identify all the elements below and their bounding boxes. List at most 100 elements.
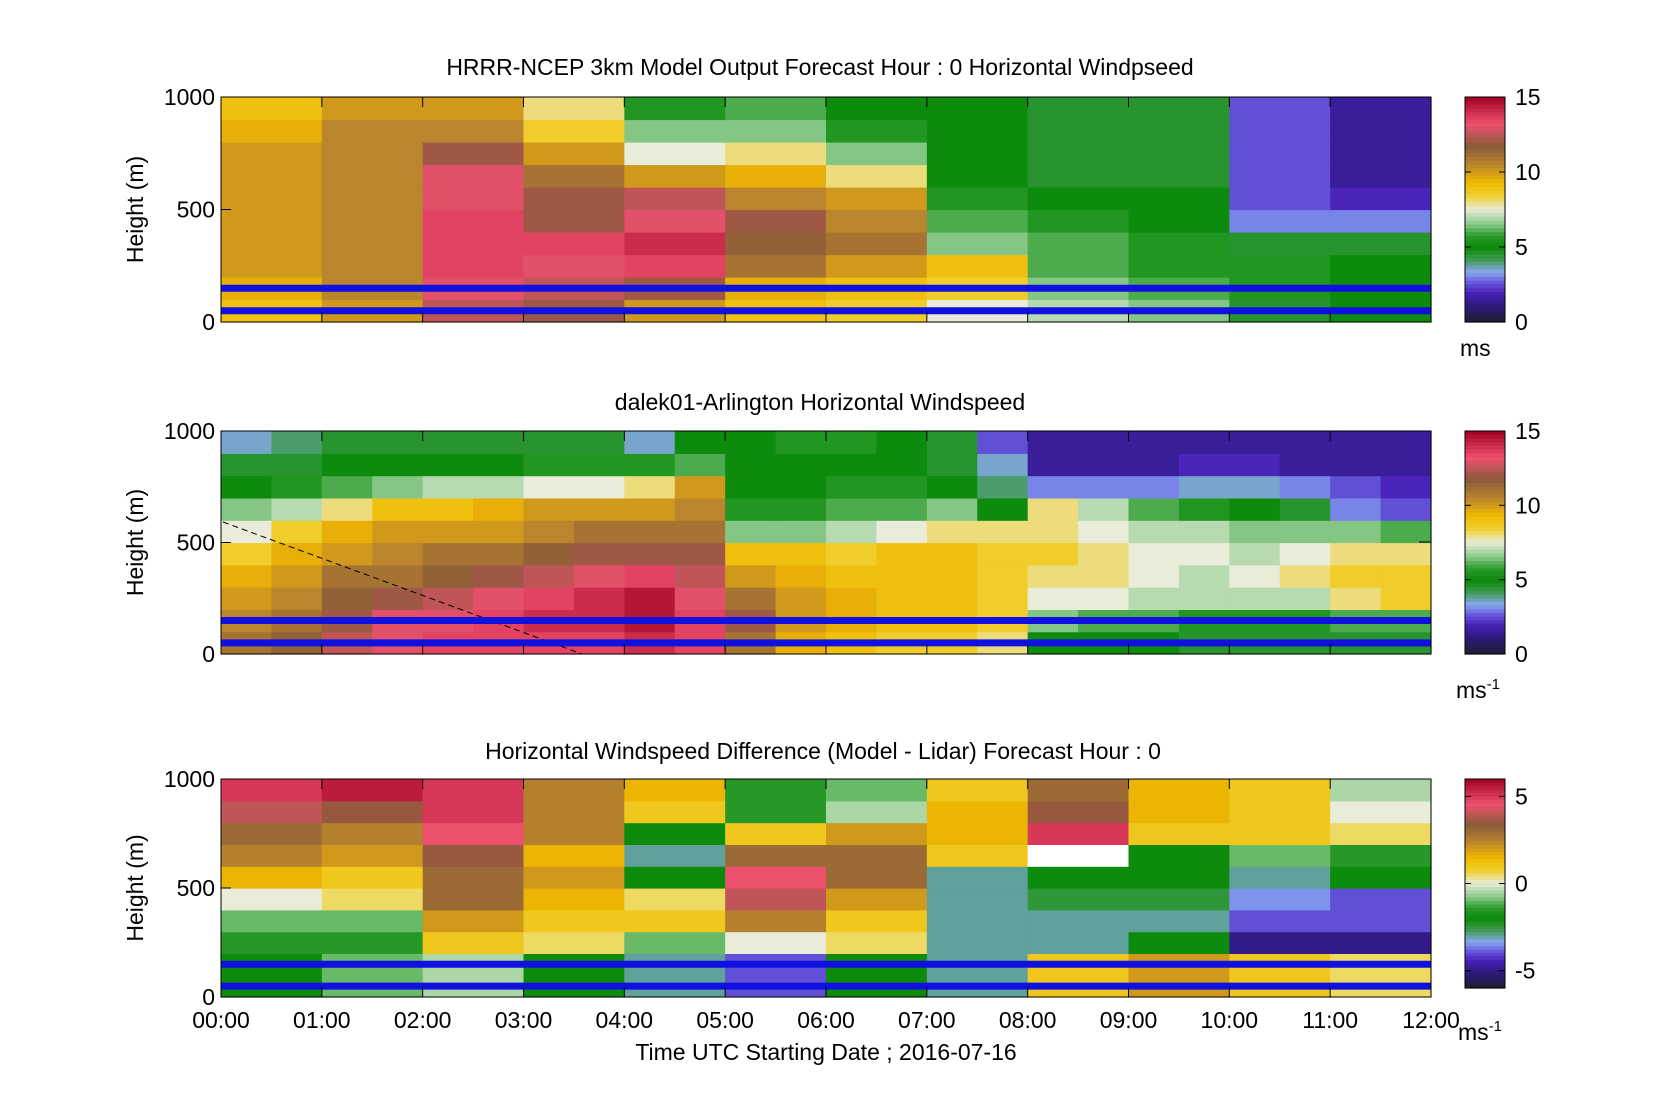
heatmap-cell	[523, 909, 625, 933]
heatmap-cell	[1178, 520, 1230, 544]
heatmap-cell	[977, 453, 1029, 477]
panel-model-ylabel: Height (m)	[122, 156, 148, 263]
heatmap-cell	[1229, 453, 1281, 477]
heatmap-cell	[1330, 187, 1432, 211]
colorbar-segment	[1465, 561, 1505, 566]
heatmap-cell	[422, 909, 525, 933]
heatmap-cell	[977, 520, 1029, 544]
heatmap-cell	[221, 800, 323, 824]
heatmap-cell	[422, 97, 525, 121]
colorbar-segment	[1465, 605, 1505, 610]
colorbar-tick-label: 5	[1515, 567, 1528, 593]
heatmap-cell	[826, 542, 878, 566]
heatmap-cell	[1178, 453, 1230, 477]
heatmap-cell	[523, 844, 625, 867]
heatmap-cell	[321, 232, 424, 256]
colorbar-segment	[1465, 949, 1505, 954]
colorbar-segment	[1465, 914, 1505, 919]
heatmap-cell	[523, 520, 575, 544]
heatmap-cell	[1027, 97, 1130, 121]
heatmap-cell	[725, 254, 827, 278]
colorbar-segment	[1465, 531, 1505, 536]
heatmap-cell	[1330, 232, 1432, 256]
panel-difference-title: Horizontal Windspeed Difference (Model -…	[485, 738, 1161, 764]
heatmap-cell	[1128, 97, 1230, 121]
colorbar-segment	[1465, 127, 1505, 132]
colorbar-segment	[1465, 897, 1505, 902]
heatmap-cell	[826, 779, 928, 802]
heatmap-cell	[573, 587, 625, 610]
heatmap-cell	[372, 431, 424, 454]
colorbar-segment	[1465, 782, 1505, 787]
heatmap-cell	[1128, 254, 1230, 278]
heatmap-cell	[624, 431, 676, 454]
heatmap-cell	[926, 800, 1029, 824]
colorbar-tick-label: 0	[1515, 871, 1528, 897]
heatmap-cell	[1027, 800, 1130, 824]
colorbar-segment	[1465, 650, 1505, 655]
colorbar-segment	[1465, 601, 1505, 607]
heatmap-cell	[221, 542, 273, 566]
colorbar-tick-label: 0	[1515, 641, 1528, 667]
colorbar-segment	[1465, 187, 1505, 192]
x-tick-label: 01:00	[293, 1007, 351, 1033]
heatmap-cell	[221, 909, 323, 933]
heatmap-cell	[674, 431, 726, 454]
heatmap-cell	[926, 564, 978, 588]
colorbar-segment	[1465, 104, 1505, 109]
colorbar-segment	[1465, 224, 1505, 229]
colorbar-tick-label: -5	[1515, 958, 1535, 984]
colorbar-segment	[1465, 254, 1505, 259]
heatmap-cell	[1128, 866, 1230, 889]
heatmap-cell	[422, 888, 525, 911]
heatmap-cell	[221, 209, 323, 233]
heatmap-cell	[926, 587, 978, 610]
heatmap-cell	[271, 497, 323, 521]
heatmap-cell	[1330, 142, 1432, 166]
heatmap-cell	[523, 97, 625, 121]
heatmap-cell	[876, 587, 928, 610]
heatmap-cell	[1229, 564, 1281, 588]
heatmap-cell	[1229, 254, 1331, 278]
colorbar-segment	[1465, 134, 1505, 139]
x-tick-label: 07:00	[898, 1007, 956, 1033]
colorbar-segment	[1465, 243, 1505, 248]
colorbar-segment	[1465, 609, 1505, 614]
heatmap-cell	[1178, 564, 1230, 588]
colorbar-segment	[1465, 97, 1505, 102]
colorbar-segment	[1465, 209, 1505, 214]
heatmap-cell	[826, 232, 928, 256]
x-axis-label: Time UTC Starting Date ; 2016-07-16	[635, 1039, 1016, 1065]
heatmap-cell	[1027, 822, 1130, 845]
heatmap-cell	[1229, 542, 1281, 566]
heatmap-cell	[1330, 564, 1382, 588]
heatmap-cell	[1078, 564, 1130, 588]
heatmap-cell	[1128, 475, 1180, 499]
heatmap-cell	[1027, 453, 1079, 477]
colorbar-segment	[1465, 928, 1505, 933]
heatmap-cell	[1279, 453, 1331, 477]
colorbar-segment	[1465, 509, 1505, 514]
colorbar-segment	[1465, 557, 1505, 562]
colorbar-segment	[1465, 232, 1505, 237]
colorbar-segment	[1465, 449, 1505, 454]
heatmap-cell	[1027, 866, 1130, 889]
colorbar-segment	[1465, 568, 1505, 573]
heatmap-cell	[523, 931, 625, 954]
colorbar-segment	[1465, 935, 1505, 940]
heatmap-cell	[221, 931, 323, 954]
heatmap-cell	[321, 164, 424, 188]
heatmap-cell	[221, 475, 273, 499]
colorbar-segment	[1465, 142, 1505, 147]
colorbar-segment	[1465, 250, 1505, 256]
heatmap-cell	[1380, 587, 1432, 610]
colorbar-segment	[1465, 157, 1505, 162]
heatmap-cell	[221, 164, 323, 188]
heatmap-cell	[221, 254, 323, 278]
x-tick-label: 04:00	[596, 1007, 654, 1033]
colorbar-tick-label: 0	[1515, 309, 1528, 335]
colorbar-segment	[1465, 635, 1505, 640]
y-tick-label: 0	[202, 641, 215, 667]
heatmap-cell	[826, 497, 878, 521]
heatmap-cell	[1330, 475, 1382, 499]
